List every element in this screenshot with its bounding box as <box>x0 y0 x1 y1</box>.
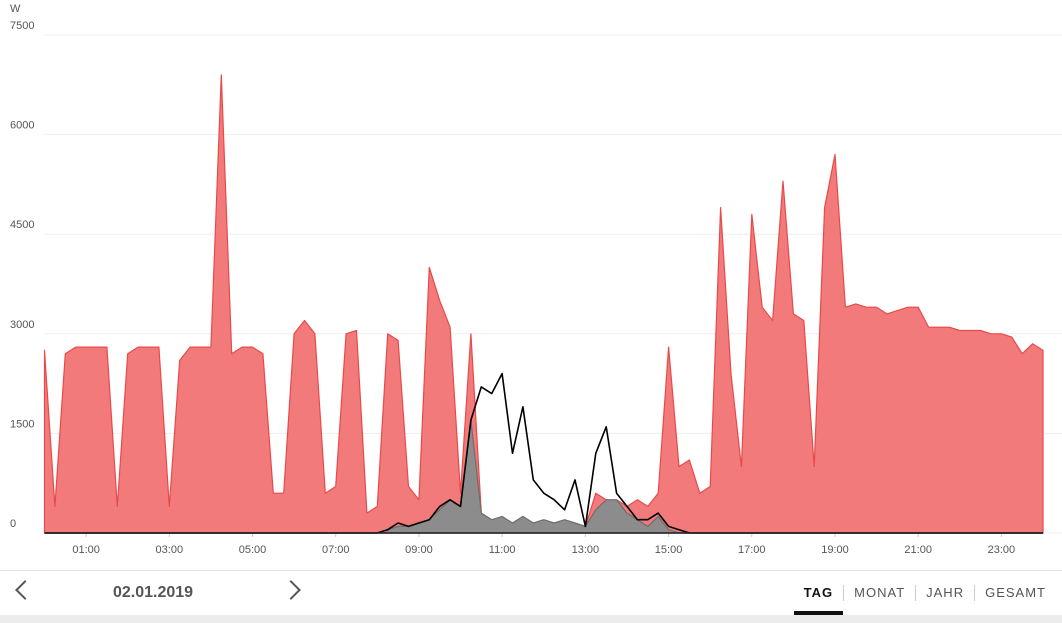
date-label: 02.01.2019 <box>113 584 194 601</box>
area <box>43 74 1044 534</box>
prev-button[interactable] <box>15 580 35 600</box>
x-tick-label: 15:00 <box>655 544 683 556</box>
y-tick-label: 0 <box>10 518 16 530</box>
x-tick-label: 09:00 <box>405 544 433 556</box>
chart: W 0 1500 3000 4500 6000 7500 01:00 03:00 05:00 07… <box>10 3 1062 556</box>
y-tick-label: 4500 <box>10 219 34 231</box>
x-tick-label: 17:00 <box>738 544 766 556</box>
x-tick-label: 13:00 <box>572 544 600 556</box>
y-tick-label: 7500 <box>10 20 34 32</box>
period-tab[interactable]: TAG <box>793 585 844 615</box>
period-tabs: TAG MONAT JAHR GESAMT <box>793 585 1056 615</box>
next-button[interactable] <box>281 580 301 600</box>
y-tick-label: 1500 <box>10 418 34 430</box>
x-tick-label: 03:00 <box>156 544 184 556</box>
x-tick-label: 19:00 <box>821 544 849 556</box>
period-tab[interactable]: MONAT <box>843 585 915 601</box>
x-tick-label: 07:00 <box>322 544 350 556</box>
bottom-strip <box>0 615 1062 623</box>
x-tick-label: 23:00 <box>988 544 1016 556</box>
x-tick-label: 05:00 <box>239 544 267 556</box>
x-tick-label: 21:00 <box>904 544 932 556</box>
y-axis-label: W <box>10 3 21 15</box>
footer-bar: 02.01.2019 TAG MONAT JAHR GESAMT <box>0 570 1062 616</box>
period-tab[interactable]: JAHR <box>915 585 974 601</box>
y-tick-label: 6000 <box>10 120 34 132</box>
period-tab[interactable]: GESAMT <box>974 585 1056 601</box>
x-tick-label: 01:00 <box>72 544 100 556</box>
y-tick-label: 3000 <box>10 319 34 331</box>
x-tick-label: 11:00 <box>489 544 516 556</box>
